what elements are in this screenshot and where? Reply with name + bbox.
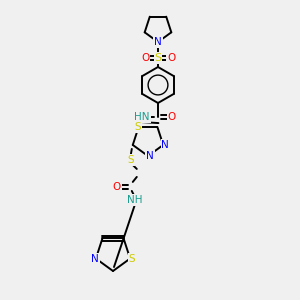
Text: O: O: [168, 112, 176, 122]
Text: HN: HN: [134, 112, 150, 122]
Text: O: O: [141, 53, 149, 63]
Text: S: S: [129, 254, 135, 264]
Text: S: S: [134, 122, 141, 132]
Text: N: N: [154, 37, 162, 47]
Text: S: S: [128, 155, 134, 165]
Text: N: N: [91, 254, 99, 264]
Text: O: O: [113, 182, 121, 192]
Text: O: O: [167, 53, 175, 63]
Text: NH: NH: [127, 195, 142, 205]
Text: S: S: [154, 53, 162, 63]
Text: N: N: [146, 151, 154, 161]
Text: N: N: [161, 140, 169, 150]
